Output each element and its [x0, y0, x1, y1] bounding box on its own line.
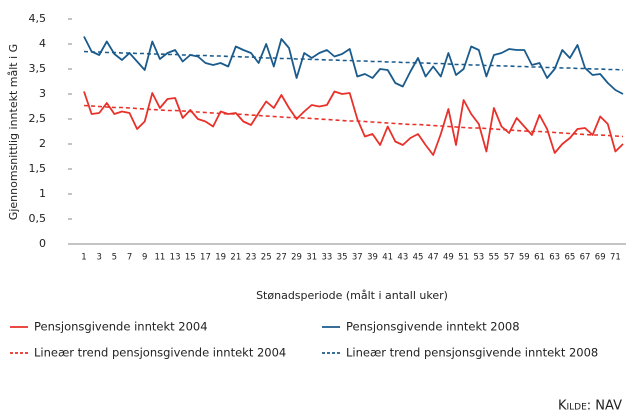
y-tick-label: 2	[39, 137, 46, 150]
x-tick-label: 69	[595, 253, 606, 263]
x-tick-label: 19	[215, 253, 226, 263]
y-tick-label: 3,5	[29, 62, 47, 75]
x-tick-label: 27	[276, 253, 287, 263]
x-tick-label: 25	[261, 253, 272, 263]
x-tick-label: 15	[185, 253, 196, 263]
x-tick-label: 41	[382, 253, 393, 263]
x-tick-label: 43	[397, 253, 408, 263]
x-tick-label: 57	[504, 253, 515, 263]
x-tick-label: 1	[81, 253, 86, 263]
x-tick-label: 45	[413, 253, 424, 263]
x-tick-label: 53	[473, 253, 484, 263]
x-tick-label: 63	[549, 253, 560, 263]
x-tick-label: 39	[367, 253, 378, 263]
x-tick-label: 31	[306, 253, 317, 263]
series-line	[83, 90, 624, 156]
x-tick-label: 47	[428, 253, 439, 263]
legend-label: Lineær trend pensjonsgivende inntekt 200…	[346, 346, 598, 360]
x-tick-label: 35	[337, 253, 348, 263]
x-tick-label: 21	[230, 253, 241, 263]
x-tick-label: 9	[142, 253, 147, 263]
series-line	[83, 104, 624, 138]
x-tick-label: 3	[96, 253, 101, 263]
x-tick-label: 13	[170, 253, 181, 263]
x-tick-label: 51	[458, 253, 469, 263]
y-tick-label: 4	[39, 37, 46, 50]
x-tick-label: 71	[610, 253, 621, 263]
x-tick-label: 59	[519, 253, 530, 263]
x-tick-label: 37	[352, 253, 363, 263]
x-tick-label: 23	[246, 253, 257, 263]
x-tick-label: 11	[155, 253, 166, 263]
y-tick-label: 0	[39, 237, 46, 250]
x-tick-label: 55	[489, 253, 500, 263]
x-tick-label: 7	[127, 253, 132, 263]
x-tick-label: 49	[443, 253, 454, 263]
y-axis-title: Gjennomsnittlig inntekt målt i G	[7, 44, 20, 220]
source: Kilde: NAV	[558, 399, 622, 414]
legend-label: Lineær trend pensjonsgivende inntekt 200…	[34, 346, 286, 360]
y-tick-label: 0,5	[29, 212, 47, 225]
x-axis-title: Stønadsperiode (målt i antall uker)	[256, 289, 448, 302]
y-tick-label: 3	[39, 87, 46, 100]
x-tick-label: 61	[534, 253, 545, 263]
series-line	[83, 36, 624, 95]
series-line	[83, 50, 624, 71]
x-tick-label: 67	[580, 253, 591, 263]
x-tick-label: 29	[291, 253, 302, 263]
x-tick-label: 33	[322, 253, 333, 263]
y-tick-label: 1,5	[29, 162, 47, 175]
x-tick-label: 5	[112, 253, 117, 263]
y-tick-label: 2,5	[29, 112, 47, 125]
legend-label: Pensjonsgivende inntekt 2004	[34, 320, 208, 334]
x-tick-label: 17	[200, 253, 211, 263]
y-tick-label: 1	[39, 187, 46, 200]
x-tick-label: 65	[564, 253, 575, 263]
y-tick-label: 4,5	[29, 12, 47, 25]
legend-label: Pensjonsgivende inntekt 2008	[346, 320, 520, 334]
